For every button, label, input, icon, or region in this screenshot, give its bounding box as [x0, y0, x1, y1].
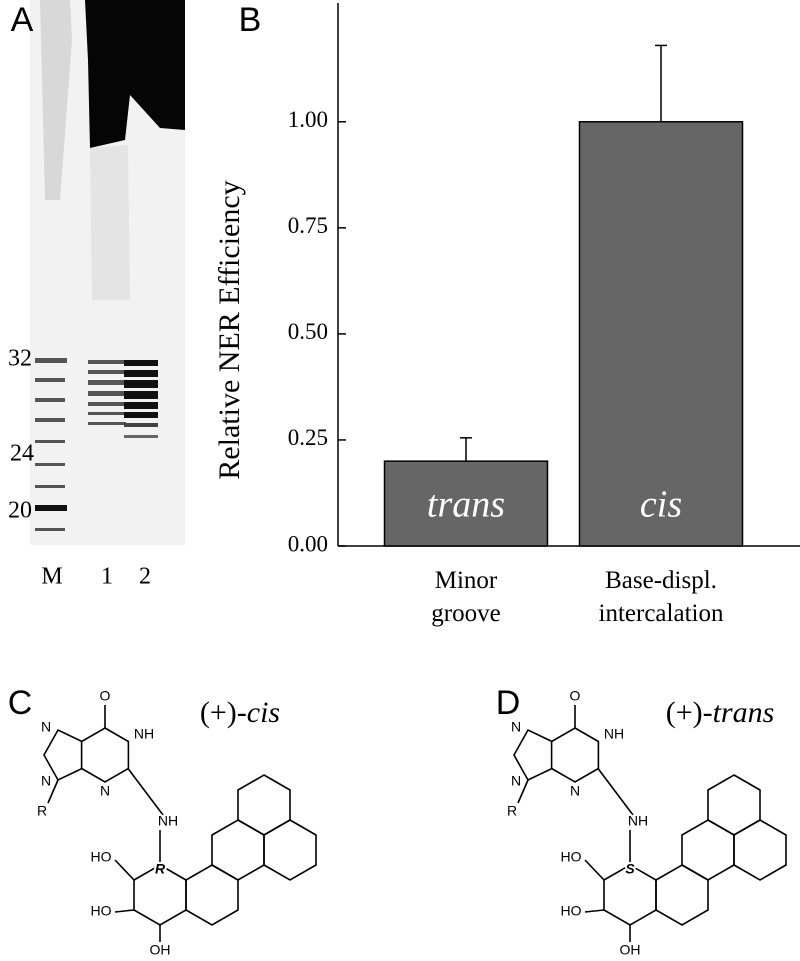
marker-label: 24 — [10, 441, 34, 467]
atom-label: OH — [620, 942, 641, 958]
atom-label: HO — [91, 903, 112, 919]
bond — [517, 779, 529, 804]
atom-label: OH — [150, 942, 171, 958]
ring — [655, 864, 709, 926]
bar — [383, 460, 549, 547]
ring — [550, 727, 600, 783]
marker-label: 20 — [8, 498, 32, 524]
structure-name: (+)-trans — [666, 696, 775, 729]
structure-name-isomer: cis — [247, 696, 280, 729]
ring — [237, 774, 291, 836]
atom-label: NH — [604, 726, 624, 742]
atom-label: R — [37, 803, 47, 819]
ring — [513, 728, 553, 782]
atom-label: NH — [158, 813, 178, 829]
y-tick-label: 0.50 — [288, 319, 328, 344]
atom-label: HO — [91, 849, 112, 865]
bond — [114, 909, 135, 913]
atom-label: N — [570, 783, 580, 799]
atom-label: O — [100, 688, 111, 704]
bond — [597, 768, 634, 816]
ring — [263, 819, 317, 881]
marker-label: 32 — [8, 346, 32, 372]
bond — [584, 859, 605, 881]
gel-image — [30, 0, 185, 545]
atom-label: HO — [561, 849, 582, 865]
ring — [43, 728, 83, 782]
y-tick-label: 0.00 — [288, 531, 328, 556]
atom-label: O — [570, 688, 581, 704]
x-tick-label: Minor groove — [431, 567, 501, 627]
ring — [681, 819, 735, 881]
atom-label: N — [511, 719, 521, 735]
bond — [114, 859, 135, 881]
y-axis-label: Relative NER Efficiency — [213, 180, 246, 479]
bar — [578, 121, 744, 547]
ring — [185, 864, 239, 926]
lane-label: 1 — [101, 564, 113, 590]
panel-label: C — [8, 684, 33, 722]
lane-label: 2 — [139, 564, 151, 590]
structure-name: (+)-cis — [200, 696, 280, 729]
panel-label: D — [496, 684, 521, 722]
y-tick-label: 1.00 — [288, 107, 328, 132]
ring — [733, 819, 787, 881]
atom-label: HO — [561, 903, 582, 919]
ring — [707, 774, 761, 836]
panel-label: A — [11, 1, 34, 39]
bar-label: trans — [427, 484, 505, 526]
atom-label: R — [507, 803, 517, 819]
atom-label: N — [41, 773, 51, 789]
atom-label: N — [100, 783, 110, 799]
atom-label: NH — [628, 813, 648, 829]
panel-label: B — [239, 1, 262, 39]
bond — [584, 909, 605, 913]
x-tick-label: Base-displ. intercalation — [598, 567, 724, 627]
structure-name-isomer: trans — [713, 696, 775, 729]
y-tick-label: 0.75 — [288, 213, 328, 238]
bond — [127, 768, 164, 816]
atom-label: N — [511, 773, 521, 789]
ring — [211, 819, 265, 881]
atom-label: S — [625, 861, 635, 877]
structure-name-prefix: (+)- — [200, 696, 247, 729]
atom-label: N — [41, 719, 51, 735]
bar-label: cis — [640, 484, 682, 526]
ring — [80, 727, 130, 783]
y-tick-label: 0.25 — [288, 425, 328, 450]
atom-label: R — [155, 861, 166, 877]
lane-label: M — [41, 564, 62, 590]
structure-name-prefix: (+)- — [666, 696, 713, 729]
atom-label: NH — [134, 726, 154, 742]
bond — [47, 779, 59, 804]
